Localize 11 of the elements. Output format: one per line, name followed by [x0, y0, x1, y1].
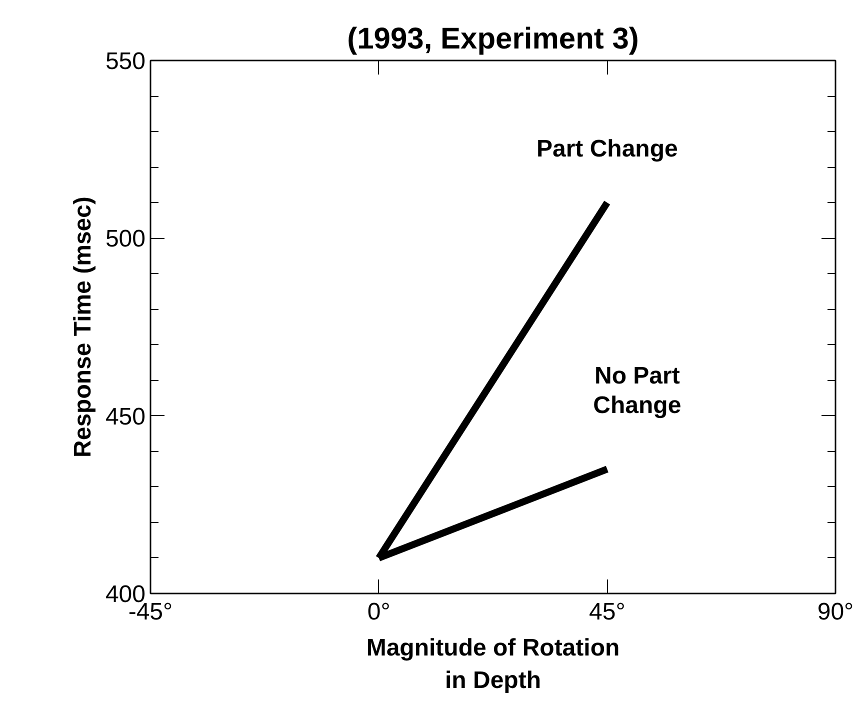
x-tick-label: 90°	[817, 598, 854, 626]
x-tick-label: 45°	[589, 598, 626, 626]
x-axis-title: Magnitude of Rotation in Depth	[366, 634, 620, 694]
y-axis-title: Response Time (msec)	[69, 196, 96, 458]
y-tick-label: 450	[105, 403, 146, 430]
text: No Part Change	[593, 362, 682, 420]
x-tick-label: 0°	[367, 598, 390, 626]
text: Part Change	[536, 136, 678, 163]
y-tick-label: 550	[105, 48, 146, 75]
chart-title: (1993, Experiment 3)	[347, 22, 639, 56]
y-tick-label: 500	[105, 226, 146, 253]
